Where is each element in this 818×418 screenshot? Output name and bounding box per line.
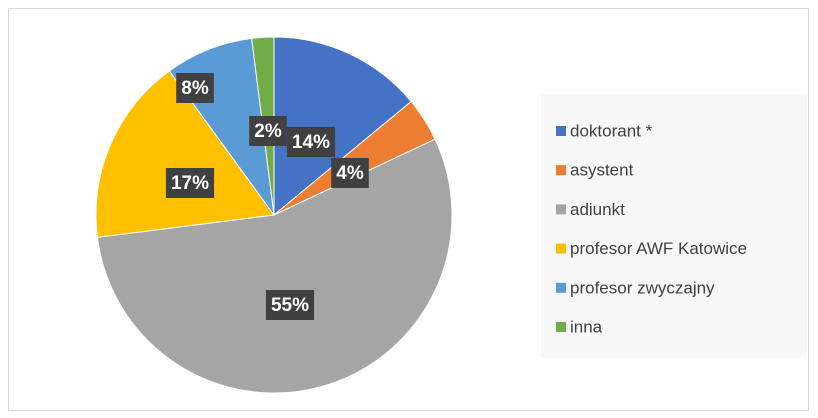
legend-label: inna bbox=[570, 317, 603, 336]
pie-slice bbox=[96, 138, 453, 394]
data-label: 8% bbox=[181, 78, 209, 99]
legend-swatch bbox=[556, 243, 566, 254]
legend-swatch bbox=[556, 204, 566, 215]
data-label-box bbox=[176, 73, 214, 103]
legend-label: profesor AWF Katowice bbox=[570, 239, 747, 258]
legend-label: asystent bbox=[570, 161, 634, 180]
pie-slice bbox=[95, 70, 275, 238]
legend-label: doktorant * bbox=[570, 121, 653, 140]
data-label: 17% bbox=[171, 173, 209, 194]
legend-label: adiunkt bbox=[570, 200, 625, 219]
legend-label: profesor zwyczajny bbox=[570, 278, 715, 297]
data-label-box bbox=[331, 158, 369, 188]
legend-swatch bbox=[556, 322, 566, 332]
legend-box bbox=[541, 94, 807, 358]
data-label-box bbox=[249, 116, 287, 146]
data-label: 2% bbox=[254, 121, 282, 142]
data-label: 14% bbox=[292, 132, 330, 153]
data-label-box bbox=[286, 127, 336, 157]
legend-swatch bbox=[556, 126, 566, 136]
data-label: 4% bbox=[336, 163, 364, 184]
pie-slice bbox=[273, 36, 412, 217]
data-label-box bbox=[165, 168, 215, 198]
legend-swatch bbox=[556, 282, 566, 293]
data-label: 55% bbox=[271, 295, 309, 316]
data-label-box bbox=[265, 290, 315, 320]
legend-swatch bbox=[556, 165, 566, 176]
